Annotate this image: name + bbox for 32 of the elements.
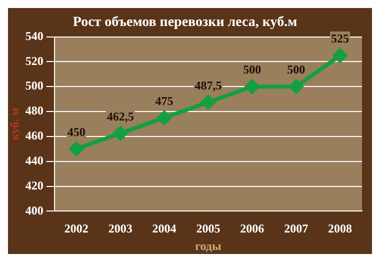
y-tick-label: 440 [25, 153, 44, 168]
y-tick-label: 420 [25, 178, 44, 192]
y-axis-title: куб. м [7, 108, 22, 140]
y-tick-label: 540 [25, 28, 44, 43]
data-label: 500 [287, 62, 306, 77]
x-tick-label: 2007 [284, 221, 308, 236]
y-tick-label: 460 [25, 128, 44, 143]
data-label: 462,5 [106, 109, 134, 124]
x-tick-label: 2004 [152, 221, 176, 236]
x-tick-label: 2003 [108, 221, 132, 236]
y-tick-label: 500 [25, 78, 44, 93]
data-label: 475 [155, 94, 174, 108]
y-tick-label: 480 [25, 104, 44, 118]
x-tick-label: 2005 [196, 221, 220, 236]
y-tick-label: 400 [25, 203, 44, 218]
point [113, 126, 128, 140]
x-tick-label: 2006 [240, 221, 264, 236]
point [157, 110, 172, 125]
point [245, 80, 260, 94]
x-tick-label: 2002 [64, 221, 88, 236]
x-tick-label: 2008 [328, 221, 352, 236]
y-tick-label: 520 [25, 54, 44, 68]
data-label: 450 [67, 125, 86, 140]
data-label: 525 [331, 32, 350, 46]
point [333, 48, 348, 62]
data-label: 500 [243, 62, 262, 77]
point [201, 95, 216, 110]
x-axis-title: годы [195, 238, 222, 253]
chart-title: Рост объемов перевозки леса, куб.м [72, 15, 298, 30]
point [69, 142, 84, 156]
point [289, 80, 304, 94]
data-label: 487,5 [194, 78, 222, 92]
